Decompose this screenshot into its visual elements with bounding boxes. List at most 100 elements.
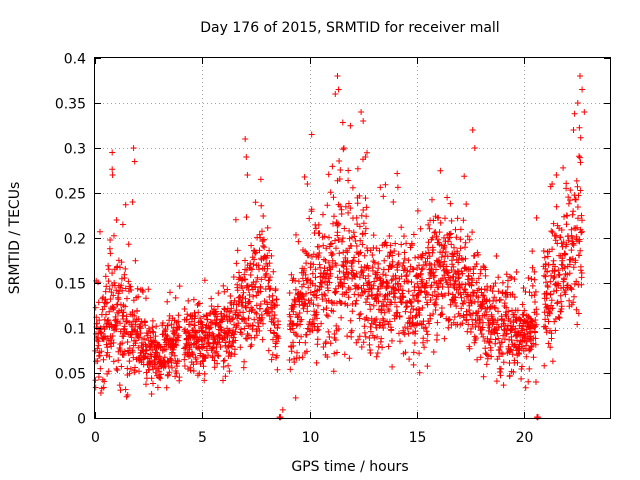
data-point (344, 302, 351, 309)
data-point (231, 346, 238, 353)
data-point (360, 339, 367, 346)
data-point (273, 338, 280, 345)
data-point (392, 240, 399, 247)
data-point (361, 316, 368, 323)
data-point (411, 296, 418, 303)
data-points (92, 73, 588, 421)
x-tick-label: 20 (516, 430, 534, 446)
data-point (334, 274, 341, 281)
data-point (529, 282, 536, 289)
data-point (417, 289, 424, 296)
data-point (299, 275, 306, 282)
data-point (373, 245, 380, 252)
data-point (362, 299, 369, 306)
data-point (495, 288, 502, 295)
data-point (505, 308, 512, 315)
data-point (466, 236, 473, 243)
data-point (434, 319, 441, 326)
data-point (105, 337, 112, 344)
data-point (222, 339, 229, 346)
data-point (242, 295, 249, 302)
y-tick-label: 0.05 (55, 367, 86, 383)
data-point (266, 277, 273, 284)
data-point (102, 300, 109, 307)
data-point (288, 271, 295, 278)
data-point (541, 272, 548, 279)
data-point (447, 230, 454, 237)
data-point (124, 339, 131, 345)
data-point (447, 200, 454, 207)
data-point (429, 196, 435, 203)
data-point (371, 259, 378, 266)
data-point (453, 234, 460, 241)
data-point (499, 279, 506, 286)
data-point (356, 315, 363, 322)
data-point (336, 158, 343, 164)
data-point (251, 316, 258, 323)
x-tick-label: 10 (302, 430, 320, 446)
data-point (558, 227, 565, 233)
data-point (564, 212, 571, 219)
data-point (242, 136, 249, 142)
data-point (183, 316, 190, 323)
data-point (351, 254, 358, 261)
data-point (373, 324, 380, 331)
data-point (145, 286, 152, 293)
data-point (330, 308, 337, 315)
data-point (135, 344, 142, 351)
data-point (567, 187, 574, 194)
data-point (345, 177, 352, 184)
data-point (243, 154, 250, 160)
data-point (574, 204, 581, 210)
data-point (360, 118, 367, 124)
data-point (279, 406, 286, 413)
data-point (475, 285, 482, 292)
data-point (289, 325, 296, 332)
data-point (370, 282, 377, 289)
data-point (120, 309, 127, 316)
data-point (142, 322, 149, 329)
data-point (295, 238, 302, 245)
data-point (109, 166, 116, 173)
data-point (442, 249, 449, 255)
data-point (217, 327, 224, 334)
y-tick-label: 0.4 (64, 52, 86, 68)
data-point (473, 279, 480, 286)
data-point (547, 291, 554, 298)
data-point (117, 320, 123, 327)
data-point (437, 280, 444, 287)
data-point (466, 345, 473, 352)
data-point (577, 187, 584, 194)
data-point (315, 254, 322, 261)
data-point (164, 322, 171, 329)
data-point (257, 176, 264, 183)
data-point (542, 273, 549, 280)
data-point (325, 287, 332, 294)
data-point (477, 354, 484, 361)
data-point (460, 217, 467, 224)
data-point (225, 362, 232, 369)
data-point (405, 257, 412, 264)
data-point (428, 282, 435, 289)
data-point (475, 251, 482, 258)
data-point (306, 215, 313, 222)
data-point (214, 313, 221, 320)
data-point (108, 289, 115, 296)
data-point (274, 352, 280, 359)
data-point (435, 291, 442, 298)
data-point (296, 339, 303, 346)
data-point (270, 336, 276, 343)
data-point (349, 267, 356, 274)
data-point (577, 159, 584, 166)
data-point (403, 304, 410, 311)
data-point (209, 353, 216, 360)
data-point (316, 230, 323, 237)
data-point (388, 263, 395, 270)
data-point (379, 315, 386, 322)
data-point (323, 339, 329, 345)
data-point (110, 339, 117, 346)
data-point (113, 326, 120, 332)
data-point (391, 248, 398, 254)
data-point (480, 373, 487, 380)
data-point (152, 369, 159, 376)
